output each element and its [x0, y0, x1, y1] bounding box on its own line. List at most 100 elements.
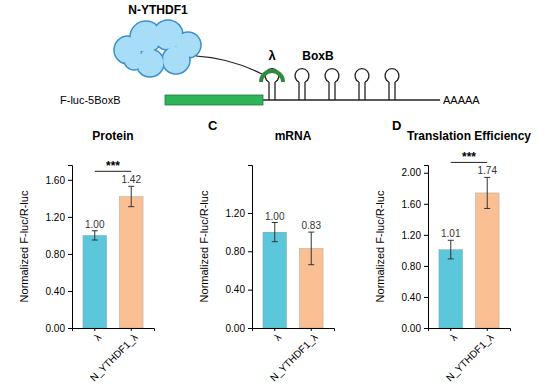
hairpin-stem [328, 82, 329, 100]
bar [439, 250, 463, 328]
y-tick: 0.40 [226, 284, 252, 295]
y-tick-label: 0.00 [46, 323, 66, 334]
y-tick: 0.80 [226, 246, 252, 257]
x-axis: λN_YTHDF1_λ [253, 328, 335, 383]
error-cap [308, 264, 314, 265]
y-tick-label: 1.20 [402, 230, 422, 241]
protein-cloud [114, 20, 201, 77]
x-axis: λN_YTHDF1_λ [429, 328, 511, 383]
y-axis-title: Normalized F-luc/R-luc [198, 190, 210, 302]
error-cap [92, 230, 98, 231]
error-bar [272, 223, 278, 242]
error-bar [92, 231, 98, 240]
hairpin-stem [388, 82, 389, 100]
y-tick: 0.40 [46, 286, 72, 297]
y-tick-label: 1.20 [226, 208, 246, 219]
y-tick-mark [68, 254, 72, 255]
y-tick-label: 0.00 [226, 323, 246, 334]
hairpin-stem [268, 82, 269, 100]
boxb-hairpin [385, 69, 399, 100]
y-axis-title: Normalized F-luc/R-luc [374, 190, 386, 302]
data-label: 1.00 [265, 211, 285, 222]
y-axis-title: Normalized F-luc/R-luc [18, 190, 30, 302]
x-tick-label: N_YTHDF1_λ [444, 332, 496, 384]
y-axis: 0.000.400.801.201.602.00 [402, 166, 429, 334]
y-tick-mark [68, 328, 72, 329]
x-tick: N_YTHDF1_λ [444, 328, 496, 383]
data-label: 1.42 [121, 174, 141, 185]
error-bar [484, 177, 490, 208]
x-tick: N_YTHDF1_λ [268, 328, 320, 383]
error-cap [448, 240, 454, 241]
y-tick: 0.00 [226, 323, 252, 334]
y-tick: 1.20 [402, 230, 428, 241]
y-axis: 0.000.400.801.201.60 [46, 166, 73, 334]
significance-label: *** [462, 150, 476, 164]
hairpin-stem [274, 82, 275, 100]
hairpin-stem [364, 82, 365, 100]
bar [475, 193, 499, 328]
data-label: 0.83 [301, 220, 321, 231]
y-tick-mark [424, 235, 428, 236]
x-tick: λ [448, 328, 459, 343]
x-axis-line [73, 329, 155, 332]
y-axis-line [248, 166, 253, 329]
boxb-hairpin [325, 69, 339, 100]
y-tick-mark [248, 328, 252, 329]
chart-title: mRNA [275, 129, 312, 143]
cloud-fill [125, 51, 143, 69]
construct-diagram: N-YTHDF1F-luc-5BoxBλBoxBAAAAA [60, 3, 480, 106]
y-tick-label: 1.60 [402, 199, 422, 210]
y-tick-label: 1.20 [46, 212, 66, 223]
figure: N-YTHDF1F-luc-5BoxBλBoxBAAAAAProteinNorm… [0, 0, 553, 388]
hairpin-loop [295, 69, 309, 82]
y-tick-mark [68, 217, 72, 218]
error-cap [308, 232, 314, 233]
y-tick-label: 0.00 [402, 323, 422, 334]
error-stem [131, 186, 132, 206]
cloud-fill [163, 47, 189, 73]
error-cap [128, 186, 134, 187]
x-tick-mark [450, 328, 451, 331]
lambda-arc [261, 71, 283, 82]
y-tick-mark [424, 297, 428, 298]
protein-label: N-YTHDF1 [128, 3, 188, 17]
y-tick: 1.20 [226, 208, 252, 219]
fluc-orf [165, 95, 263, 105]
y-tick: 2.00 [402, 167, 428, 178]
hairpin-loop [325, 69, 339, 82]
error-cap [272, 241, 278, 242]
x-tick-label: λ [448, 332, 459, 343]
y-tick-mark [424, 173, 428, 174]
y-tick: 0.00 [402, 323, 428, 334]
y-tick-mark [424, 204, 428, 205]
y-tick-mark [248, 251, 252, 252]
y-tick: 1.60 [402, 199, 428, 210]
bar [119, 196, 143, 328]
x-tick-mark [487, 328, 488, 331]
data-label: 1.74 [477, 165, 497, 176]
plot-area [83, 186, 143, 328]
boxb-hairpin [355, 69, 369, 100]
y-tick-mark [424, 266, 428, 267]
y-tick-mark [424, 328, 428, 329]
x-tick-label: λ [92, 332, 103, 343]
x-axis-line [253, 329, 335, 332]
x-tick-label: N_YTHDF1_λ [88, 332, 140, 384]
x-tick-mark [311, 328, 312, 331]
lambda-connector [196, 56, 262, 74]
y-tick: 0.80 [402, 261, 428, 272]
error-cap [272, 222, 278, 223]
error-bar [308, 232, 314, 265]
error-stem [311, 232, 312, 265]
y-tick-label: 0.40 [46, 286, 66, 297]
y-axis-line [68, 166, 73, 329]
x-tick-label: N_YTHDF1_λ [268, 332, 320, 384]
x-tick: λ [92, 328, 103, 343]
y-tick-mark [248, 290, 252, 291]
error-stem [274, 223, 275, 242]
chart-title: Protein [92, 129, 133, 143]
bar [263, 232, 287, 328]
construct-label: F-luc-5BoxB [60, 94, 121, 106]
linker-label: λ [268, 48, 276, 63]
